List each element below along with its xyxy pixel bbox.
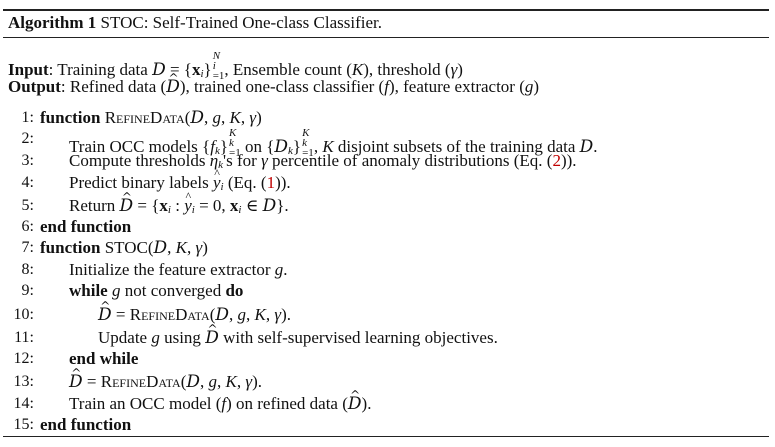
line-number: 10: xyxy=(13,306,34,323)
line-number: 9: xyxy=(21,282,34,299)
line-number: 8: xyxy=(21,261,34,278)
output-label: Output xyxy=(8,77,61,96)
line-number: 12: xyxy=(13,350,34,367)
line-number: 15: xyxy=(13,416,34,433)
line-number: 3: xyxy=(21,152,34,169)
line-number: 1: xyxy=(21,109,34,126)
input-label: Input xyxy=(8,60,49,79)
bottom-rule xyxy=(3,436,769,437)
line-number: 7: xyxy=(21,239,34,256)
line-number: 2: xyxy=(21,130,34,147)
top-rule xyxy=(3,9,769,11)
line-number: 11: xyxy=(14,329,34,346)
caption-rule xyxy=(3,37,769,38)
line-number: 13: xyxy=(13,373,34,390)
line-number: 4: xyxy=(21,174,34,191)
algorithm-label: Algorithm 1 xyxy=(8,13,97,32)
line-number: 5: xyxy=(21,197,34,214)
output-line: Output: Refined data (D), trained one-cl… xyxy=(8,76,539,98)
algorithm-title: STOC: Self-Trained One-class Classifier. xyxy=(100,13,382,32)
line-number: 14: xyxy=(13,395,34,412)
line-number: 6: xyxy=(21,218,34,235)
algorithm-caption: Algorithm 1 STOC: Self-Trained One-class… xyxy=(8,12,382,34)
